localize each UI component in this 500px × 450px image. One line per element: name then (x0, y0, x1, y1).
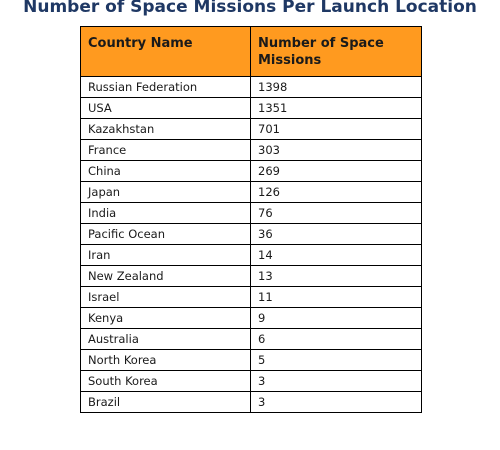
table-row: New Zealand 13 (80, 265, 422, 287)
country-name-cell: Australia (80, 328, 251, 350)
table-row: North Korea 5 (80, 349, 422, 371)
mission-count-cell: 13 (250, 265, 422, 287)
table-row: Israel 11 (80, 286, 422, 308)
table-row: Kazakhstan 701 (80, 118, 422, 140)
table-row: France 303 (80, 139, 422, 161)
mission-count-cell: 9 (250, 307, 422, 329)
country-name-cell: India (80, 202, 251, 224)
country-name-cell: New Zealand (80, 265, 251, 287)
mission-count-cell: 36 (250, 223, 422, 245)
country-name-cell: Russian Federation (80, 76, 251, 98)
mission-count-cell: 3 (250, 370, 422, 392)
mission-count-cell: 269 (250, 160, 422, 182)
table-row: India 76 (80, 202, 422, 224)
country-name-cell: Israel (80, 286, 251, 308)
column-header-number-of-space-missions: Number of Space Missions (250, 26, 422, 77)
country-name-cell: Iran (80, 244, 251, 266)
mission-count-cell: 11 (250, 286, 422, 308)
country-name-cell: USA (80, 97, 251, 119)
table-row: USA 1351 (80, 97, 422, 119)
country-name-cell: Brazil (80, 391, 251, 413)
mission-count-cell: 1398 (250, 76, 422, 98)
table-row: Russian Federation 1398 (80, 76, 422, 98)
country-name-cell: Japan (80, 181, 251, 203)
country-name-cell: China (80, 160, 251, 182)
header-row: Country Name Number of Space Missions (80, 26, 422, 77)
mission-count-cell: 76 (250, 202, 422, 224)
table-row: Brazil 3 (80, 391, 422, 413)
mission-count-cell: 5 (250, 349, 422, 371)
table-row: China 269 (80, 160, 422, 182)
country-name-cell: Kenya (80, 307, 251, 329)
mission-count-cell: 303 (250, 139, 422, 161)
table-row: Iran 14 (80, 244, 422, 266)
table-row: Japan 126 (80, 181, 422, 203)
mission-count-cell: 14 (250, 244, 422, 266)
table-row: Pacific Ocean 36 (80, 223, 422, 245)
chart-title: Number of Space Missions Per Launch Loca… (23, 0, 477, 17)
country-name-cell: Pacific Ocean (80, 223, 251, 245)
country-name-cell: South Korea (80, 370, 251, 392)
mission-count-cell: 1351 (250, 97, 422, 119)
mission-count-cell: 126 (250, 181, 422, 203)
table-row: South Korea 3 (80, 370, 422, 392)
table-body: Russian Federation 1398 USA 1351 Kazakhstan 7… (80, 76, 422, 413)
mission-count-cell: 701 (250, 118, 422, 140)
missions-table: Country Name Number of Space Missions Ru… (80, 26, 422, 413)
table-row: Kenya 9 (80, 307, 422, 329)
table-row: Australia 6 (80, 328, 422, 350)
country-name-cell: Kazakhstan (80, 118, 251, 140)
country-name-cell: France (80, 139, 251, 161)
mission-count-cell: 3 (250, 391, 422, 413)
country-name-cell: North Korea (80, 349, 251, 371)
mission-count-cell: 6 (250, 328, 422, 350)
column-header-country-name: Country Name (80, 26, 251, 77)
